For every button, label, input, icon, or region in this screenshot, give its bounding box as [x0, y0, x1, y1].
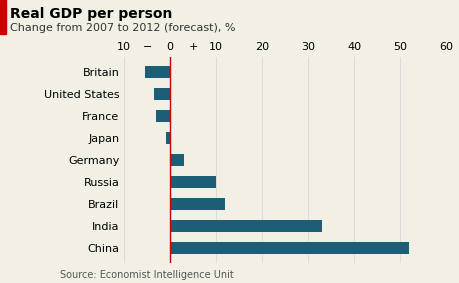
Bar: [156, 110, 170, 122]
Bar: [145, 66, 170, 78]
Bar: [170, 154, 184, 166]
Bar: [154, 88, 170, 100]
Text: Source: Economist Intelligence Unit: Source: Economist Intelligence Unit: [60, 270, 233, 280]
Bar: [170, 220, 321, 232]
Bar: [170, 198, 225, 210]
Bar: [165, 132, 170, 144]
Text: Real GDP per person: Real GDP per person: [10, 7, 172, 21]
Bar: [170, 176, 216, 188]
Text: Change from 2007 to 2012 (forecast), %: Change from 2007 to 2012 (forecast), %: [10, 23, 235, 33]
Bar: [170, 242, 409, 254]
